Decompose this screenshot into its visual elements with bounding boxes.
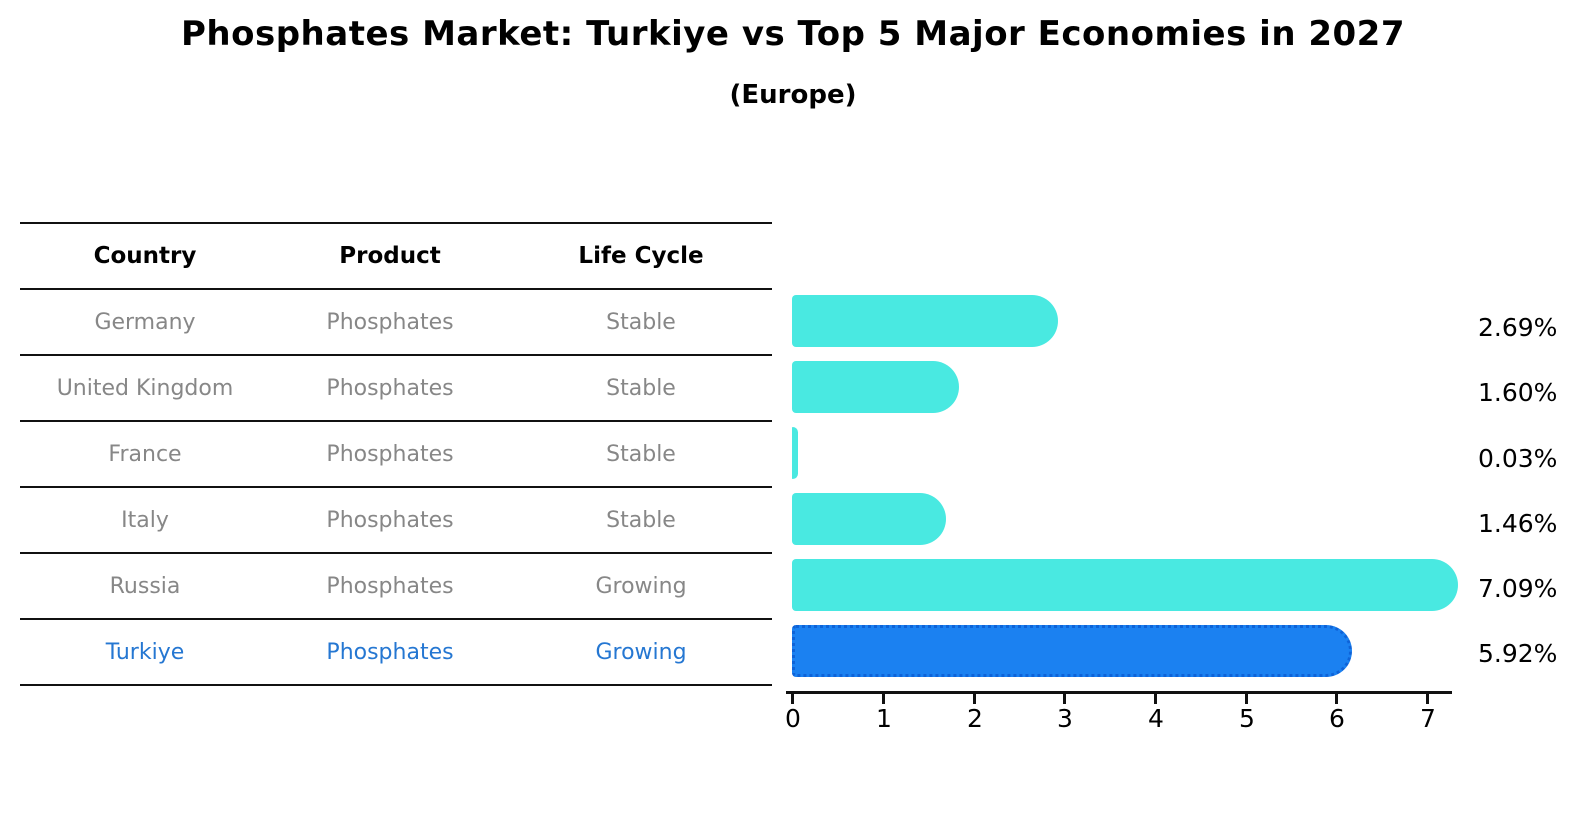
- lifecycle-cell: Stable: [606, 375, 676, 401]
- country-cell: Italy: [121, 507, 169, 533]
- header-cell-country: Country: [93, 243, 197, 269]
- product-cell: Phosphates: [326, 639, 454, 665]
- x-axis-tick: [1063, 694, 1066, 704]
- x-axis-tick: [1426, 694, 1429, 704]
- page-subtitle: (Europe): [729, 80, 857, 110]
- lifecycle-cell: Stable: [606, 309, 676, 335]
- x-axis-tick: [1245, 694, 1248, 704]
- product-cell: Phosphates: [326, 573, 454, 599]
- value-label: 2.69%: [1478, 313, 1558, 342]
- table-row-russia: Russia Phosphates Growing: [20, 552, 772, 618]
- table-row-italy: Italy Phosphates Stable: [20, 486, 772, 552]
- x-axis-tick-label: 4: [1148, 704, 1164, 733]
- x-axis-tick: [791, 694, 794, 704]
- country-cell: France: [108, 441, 182, 467]
- table-row-germany: Germany Phosphates Stable: [20, 288, 772, 354]
- value-label: 1.60%: [1478, 378, 1558, 407]
- x-axis-tick: [973, 694, 976, 704]
- lifecycle-cell: Stable: [606, 441, 676, 467]
- header-cell-lifecycle: Life Cycle: [578, 243, 704, 269]
- table-row-turkiye: Turkiye Phosphates Growing: [20, 618, 772, 684]
- bar-turkiye: [792, 625, 1352, 677]
- x-axis-tick-label: 0: [785, 704, 801, 733]
- value-label: 5.92%: [1478, 639, 1558, 668]
- market-table: Country Product Life Cycle Germany Phosp…: [20, 222, 772, 686]
- country-cell: Germany: [94, 309, 196, 335]
- bar-russia: [792, 559, 1459, 611]
- x-axis-tick-label: 5: [1239, 704, 1255, 733]
- x-axis-tick-label: 1: [876, 704, 892, 733]
- header-cell-product: Product: [339, 243, 441, 269]
- product-cell: Phosphates: [326, 309, 454, 335]
- bar-germany: [792, 295, 1058, 347]
- table-row-france: France Phosphates Stable: [20, 420, 772, 486]
- x-axis-tick-label: 2: [967, 704, 983, 733]
- bar-france: [792, 427, 798, 479]
- x-axis-tick: [1335, 694, 1338, 704]
- table-header-row: Country Product Life Cycle: [20, 222, 772, 288]
- lifecycle-cell: Growing: [595, 639, 687, 665]
- country-cell: United Kingdom: [56, 375, 234, 401]
- x-axis-tick: [882, 694, 885, 704]
- x-axis-tick-label: 3: [1057, 704, 1073, 733]
- x-axis-tick: [1154, 694, 1157, 704]
- country-cell: Russia: [109, 573, 181, 599]
- bar-united-kingdom: [792, 361, 959, 413]
- x-axis-line: [786, 691, 1452, 694]
- product-cell: Phosphates: [326, 441, 454, 467]
- product-cell: Phosphates: [326, 507, 454, 533]
- value-label: 7.09%: [1478, 574, 1558, 603]
- lifecycle-cell: Stable: [606, 507, 676, 533]
- value-label: 1.46%: [1478, 509, 1558, 538]
- product-cell: Phosphates: [326, 375, 454, 401]
- lifecycle-cell: Growing: [595, 573, 687, 599]
- table-row-united-kingdom: United Kingdom Phosphates Stable: [20, 354, 772, 420]
- country-cell: Turkiye: [105, 639, 185, 665]
- value-label: 0.03%: [1478, 444, 1558, 473]
- bar-italy: [792, 493, 946, 545]
- page-title: Phosphates Market: Turkiye vs Top 5 Majo…: [180, 14, 1405, 54]
- x-axis-tick-label: 6: [1329, 704, 1345, 733]
- x-axis-tick-label: 7: [1420, 704, 1436, 733]
